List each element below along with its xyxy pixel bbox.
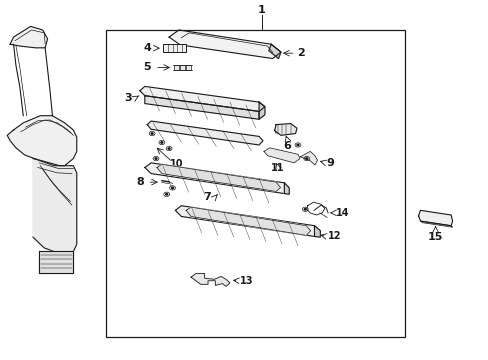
Polygon shape: [144, 96, 259, 119]
Circle shape: [161, 142, 163, 143]
Polygon shape: [259, 102, 264, 119]
Circle shape: [151, 133, 153, 134]
Text: 3: 3: [124, 93, 131, 103]
Text: 4: 4: [143, 43, 151, 53]
Text: 5: 5: [143, 63, 151, 72]
Text: 6: 6: [283, 141, 291, 151]
Polygon shape: [7, 116, 77, 166]
Bar: [174, 64, 179, 70]
Text: 7: 7: [203, 192, 211, 202]
Circle shape: [168, 148, 170, 149]
Polygon shape: [157, 164, 280, 192]
Polygon shape: [264, 148, 299, 163]
Text: 10: 10: [169, 159, 183, 169]
Polygon shape: [420, 221, 452, 227]
Polygon shape: [274, 123, 296, 135]
Polygon shape: [10, 26, 47, 48]
Circle shape: [296, 144, 298, 146]
Polygon shape: [39, 251, 73, 273]
Polygon shape: [169, 30, 281, 59]
Bar: [106, 30, 404, 337]
Polygon shape: [140, 86, 264, 111]
Circle shape: [165, 194, 167, 195]
Polygon shape: [186, 207, 310, 235]
Circle shape: [171, 187, 173, 189]
Bar: [163, 44, 186, 52]
Polygon shape: [144, 163, 288, 194]
Text: 2: 2: [296, 48, 304, 58]
Text: 15: 15: [427, 232, 442, 242]
Polygon shape: [268, 44, 281, 59]
Circle shape: [155, 158, 157, 159]
Bar: [180, 64, 184, 70]
Polygon shape: [300, 152, 317, 165]
Polygon shape: [314, 226, 320, 237]
Text: 14: 14: [335, 208, 349, 218]
Polygon shape: [284, 183, 288, 194]
Text: 11: 11: [270, 163, 284, 173]
Text: 13: 13: [239, 276, 253, 286]
Text: 12: 12: [327, 231, 341, 242]
Polygon shape: [147, 121, 263, 145]
Bar: [185, 64, 190, 70]
Polygon shape: [418, 210, 452, 226]
Circle shape: [305, 158, 307, 159]
Circle shape: [304, 208, 305, 210]
Text: 1: 1: [257, 5, 265, 15]
Text: 8: 8: [136, 177, 143, 187]
Polygon shape: [175, 206, 320, 237]
Text: 9: 9: [325, 158, 333, 168]
Polygon shape: [191, 274, 229, 287]
Polygon shape: [33, 158, 77, 253]
